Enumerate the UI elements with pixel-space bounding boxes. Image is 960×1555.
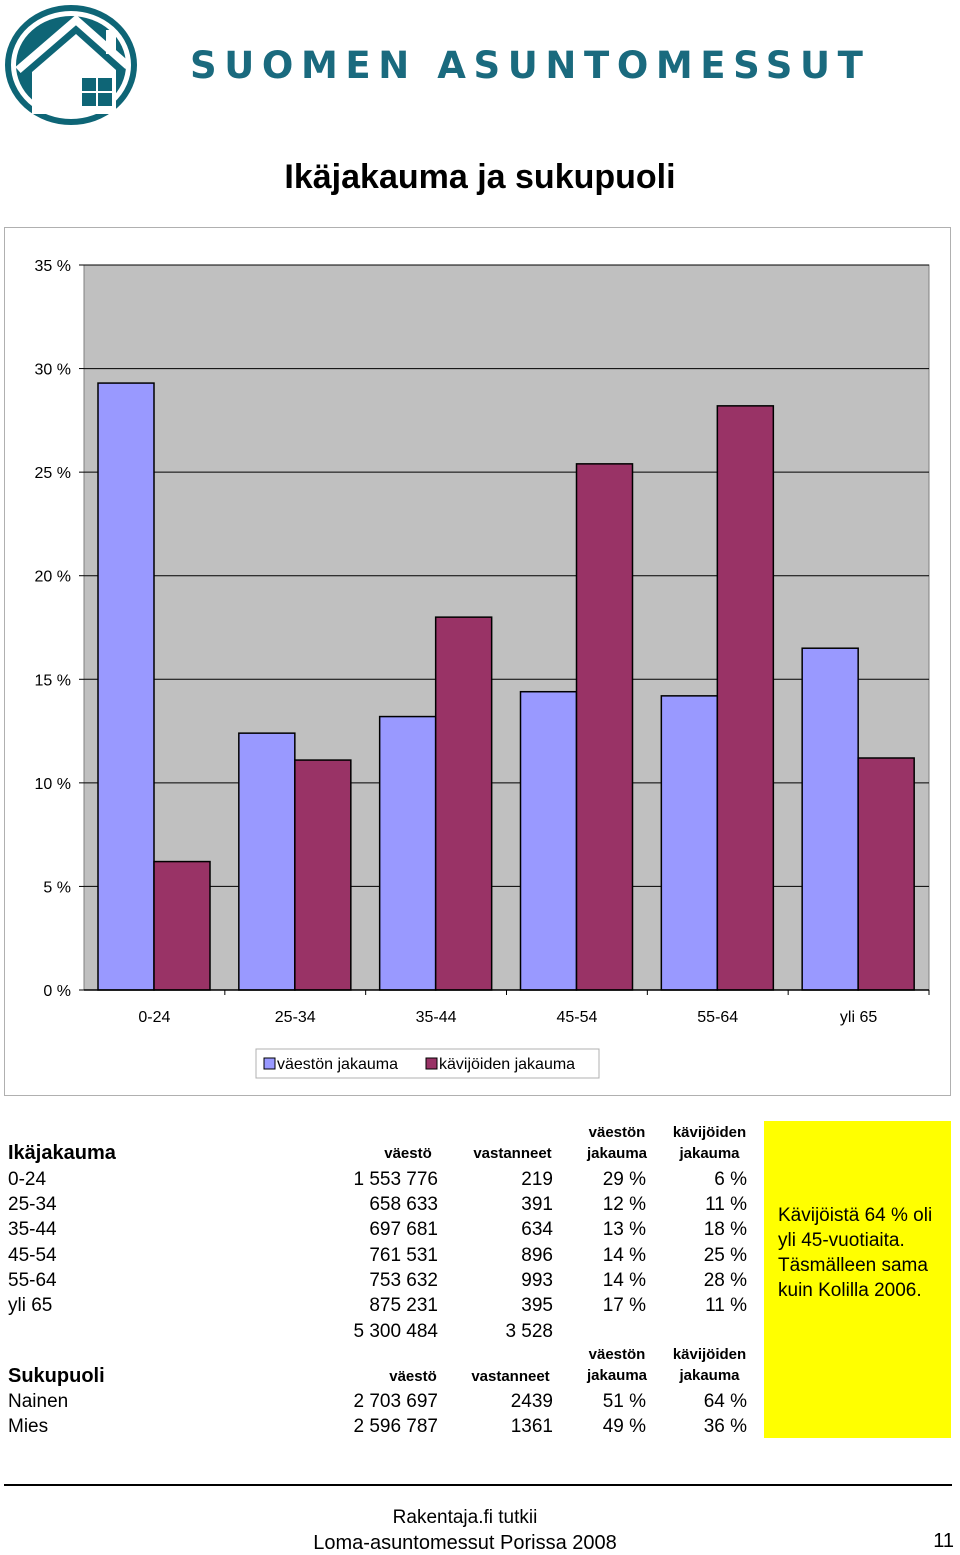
note-text: Kävijöistä 64 % oli yli 45-vuotiaita. Tä… [778,1205,933,1301]
age-table-cell-vaeston-jakauma: 14 % [602,1244,646,1266]
age-table-cell-vaesto: 875 231 [369,1295,438,1316]
legend-swatch [263,1057,276,1070]
y-tick-label: 30 % [35,362,71,379]
age-table-cell-vaesto: 761 531 [369,1244,438,1266]
footer-line-2: Loma-asuntomessut Porissa 2008 [313,1532,617,1554]
bar-vaeston-jakauma [519,690,578,991]
age-table-cell-vaeston-jakauma: 17 % [602,1295,646,1316]
x-tick-label: yli 65 [840,1009,877,1026]
age-header-vaeston-jakauma: väestön jakauma [586,1124,648,1162]
legend-label: väestön jakauma [277,1056,398,1073]
x-tick-label: 45-54 [556,1009,597,1026]
plot-area [83,264,930,991]
page-title: Ikäjakauma ja sukupuoli [284,158,676,196]
bar-kavijoiden-jakauma [716,405,775,991]
gender-table-cell-kavijoiden-jakauma: 36 % [703,1416,747,1437]
age-table-cell-vastanneet: 391 [521,1194,553,1216]
gender-table-cell-kavijoiden-jakauma: 64 % [703,1391,747,1412]
age-table-cell-kavijoiden-jakauma: 18 % [703,1219,747,1241]
age-table-cell-kavijoiden-jakauma: 25 % [703,1244,747,1266]
gender-table-cell-label: Mies [8,1416,49,1437]
bar-vaeston-jakauma [660,695,719,991]
gender-table-cell-label: Nainen [8,1391,69,1412]
page-number: 11 [933,1530,954,1552]
age-table-cell-vaesto: 753 632 [369,1269,438,1291]
footer-line-1: Rakentaja.fi tutkii [392,1507,538,1528]
bar-kavijoiden-jakauma [434,616,493,991]
gender-header-vastanneet: vastanneet [471,1368,550,1385]
age-table-cell-kavijoiden-jakauma: 6 % [714,1169,747,1190]
legend-swatch [425,1057,438,1070]
y-tick-label: 5 % [43,879,71,896]
gender-table-cell-vaeston-jakauma: 51 % [602,1391,646,1412]
age-header-vastanneet: vastanneet [473,1145,552,1162]
x-tick-label: 0-24 [138,1009,170,1026]
age-table-cell-vastanneet: 395 [521,1295,553,1316]
gender-table-cell-vastanneet: 1361 [510,1416,553,1437]
bar-kavijoiden-jakauma [294,759,352,991]
x-tick-label: 35-44 [416,1009,457,1026]
age-total-vastanneet: 3 528 [505,1321,553,1342]
age-table-cell-label: 35-44 [8,1219,57,1241]
gender-header-vaeston-jakauma: väestön jakauma [586,1346,648,1384]
age-table-cell-vastanneet: 993 [521,1269,553,1291]
age-table-cell-vastanneet: 634 [521,1219,553,1241]
gender-table-cell-vastanneet: 2439 [510,1391,553,1412]
age-table-cell-kavijoiden-jakauma: 28 % [703,1269,747,1291]
age-header-vaesto: väestö [384,1145,432,1162]
age-header-kavijoiden-jakauma: kävijöiden jakauma [672,1124,747,1162]
gender-table-cell-vaeston-jakauma: 49 % [602,1416,646,1437]
y-tick-label: 20 % [35,569,71,586]
x-tick-label: 55-64 [697,1009,738,1026]
y-tick-label: 0 % [43,983,71,1000]
gender-header-vaesto: väestö [389,1368,437,1385]
bar-kavijoiden-jakauma [857,757,915,991]
age-table-cell-vaeston-jakauma: 13 % [602,1219,646,1241]
bar-kavijoiden-jakauma [575,463,634,991]
age-table-cell-vaesto: 1 553 776 [353,1169,438,1190]
bar-vaeston-jakauma [97,382,155,991]
age-table-cell-vaesto: 658 633 [369,1194,438,1216]
age-total-vaesto: 5 300 484 [353,1321,438,1342]
legend-label: kävijöiden jakauma [439,1056,575,1073]
y-tick-label: 35 % [35,258,71,275]
bar-kavijoiden-jakauma [153,860,211,991]
age-table-cell-vaeston-jakauma: 14 % [602,1269,646,1291]
age-table-cell-label: 55-64 [8,1269,57,1291]
bar-vaeston-jakauma [801,647,859,991]
age-table-cell-label: yli 65 [8,1295,53,1316]
gender-table-cell-vaesto: 2 703 697 [353,1391,438,1412]
age-table-cell-vaeston-jakauma: 29 % [602,1169,646,1190]
y-tick-label: 25 % [35,465,71,482]
age-table-cell-kavijoiden-jakauma: 11 % [705,1295,747,1316]
bar-vaeston-jakauma [378,715,437,991]
age-table-cell-vaesto: 697 681 [369,1219,438,1241]
age-table-title: Ikäjakauma [8,1142,116,1164]
brand-name: SUOMEN ASUNTOMESSUT [190,44,871,87]
x-tick-label: 25-34 [275,1009,316,1026]
age-table-cell-vaeston-jakauma: 12 % [602,1194,646,1216]
y-tick-label: 10 % [35,776,71,793]
bar-chart: 0 % 5 % 10 % 15 % 20 % 25 % 30 % 35 % 0-24 25-34 3… [35,258,930,1079]
note-box: Kävijöistä 64 % oli yli 45-vuotiaita. Tä… [764,1121,951,1438]
chart-frame: 0 % 5 % 10 % 15 % 20 % 25 % 30 % 35 % 0-24 25-34 3… [4,227,951,1096]
age-table-cell-label: 25-34 [8,1194,57,1216]
age-table-cell-vastanneet: 219 [521,1169,553,1190]
y-tick-label: 15 % [35,672,71,689]
age-table-cell-vastanneet: 896 [521,1244,553,1266]
age-table-cell-label: 0-24 [8,1169,47,1190]
footer-divider [4,1484,952,1486]
age-table-cell-label: 45-54 [8,1244,57,1266]
house-logo-icon [5,5,137,125]
gender-table-title: Sukupuoli [8,1365,105,1387]
age-table-cell-kavijoiden-jakauma: 11 % [705,1194,747,1216]
gender-header-kavijoiden-jakauma: kävijöiden jakauma [672,1346,747,1384]
gender-table-cell-vaesto: 2 596 787 [353,1416,438,1437]
bar-vaeston-jakauma [238,732,296,991]
